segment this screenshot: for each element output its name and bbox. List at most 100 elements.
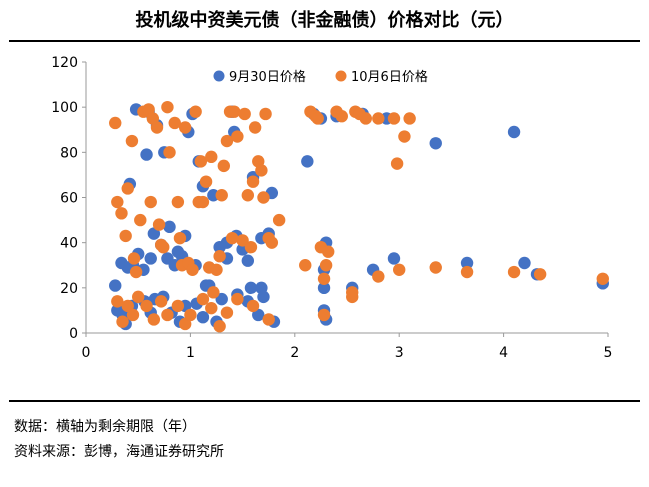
data-point <box>262 313 275 326</box>
data-point <box>178 121 192 134</box>
data-point <box>596 272 609 285</box>
data-point <box>196 310 210 324</box>
data-point <box>317 308 331 322</box>
series-1 <box>109 103 609 331</box>
data-point <box>186 263 199 276</box>
data-point <box>127 252 141 265</box>
data-point <box>403 112 416 125</box>
data-point <box>140 148 153 161</box>
x-tick-label: 4 <box>499 345 508 361</box>
data-point <box>272 213 286 227</box>
data-point <box>132 290 145 304</box>
data-point <box>205 301 218 315</box>
data-point <box>161 100 174 114</box>
data-point <box>109 279 122 292</box>
data-point <box>257 290 270 304</box>
data-point <box>199 175 213 188</box>
data-point <box>189 105 202 118</box>
y-tick-label: 0 <box>69 326 78 342</box>
data-point <box>372 270 385 283</box>
data-point <box>372 112 385 125</box>
data-point <box>161 308 174 322</box>
data-point <box>121 182 134 195</box>
data-point <box>387 252 401 265</box>
axes: 0 20 40 60 80 100 120 0 1 2 3 4 5 <box>51 55 612 361</box>
data-point <box>246 299 260 313</box>
y-tick-label: 40 <box>60 236 78 252</box>
y-tick-label: 100 <box>51 100 78 116</box>
data-point <box>346 286 359 299</box>
y-tick-label: 20 <box>60 281 78 297</box>
data-point <box>144 252 157 265</box>
bottom-rule <box>9 400 640 402</box>
x-tick-label: 2 <box>290 345 299 361</box>
data-point <box>301 155 314 168</box>
data-point <box>231 292 244 306</box>
data-point <box>147 313 161 326</box>
data-point <box>460 256 474 270</box>
data-point <box>215 292 228 306</box>
legend-label-1: 9月30日价格 <box>229 69 306 85</box>
data-point <box>152 218 166 231</box>
data-point <box>173 231 187 245</box>
data-point <box>317 272 331 285</box>
data-point <box>157 240 170 254</box>
data-point <box>213 250 226 263</box>
data-point <box>244 240 258 254</box>
data-point <box>429 137 442 150</box>
data-point <box>317 281 331 295</box>
data-point <box>246 175 260 188</box>
data-point <box>252 308 265 322</box>
data-point <box>196 195 210 209</box>
data-point <box>163 220 176 234</box>
data-point <box>121 299 134 313</box>
data-point <box>129 265 143 279</box>
data-point <box>217 159 231 173</box>
x-tick-label: 1 <box>186 345 195 361</box>
top-rule <box>9 40 640 42</box>
data-point <box>460 265 474 279</box>
chart-title: 投机级中资美元债（非金融债）价格对比（元） <box>135 10 514 31</box>
data-point <box>115 207 128 220</box>
data-point <box>255 164 268 177</box>
data-point <box>154 295 168 308</box>
y-tick-label: 80 <box>60 145 78 161</box>
data-point <box>150 121 164 134</box>
data-point <box>134 213 147 227</box>
data-point <box>244 281 258 295</box>
data-point <box>507 125 521 139</box>
data-point <box>126 308 140 322</box>
data-point <box>387 112 401 125</box>
legend-marker-1 <box>213 70 225 82</box>
data-point <box>168 116 181 130</box>
data-point <box>194 155 208 168</box>
data-point <box>207 286 220 299</box>
legend: 9月30日价格 10月6日价格 <box>213 69 428 85</box>
data-point <box>429 261 442 274</box>
data-point <box>144 195 157 209</box>
y-tick-label: 120 <box>51 55 78 71</box>
data-point <box>140 299 153 313</box>
note-source: 资料来源：彭博，海通证券研究所 <box>14 444 224 460</box>
legend-marker-2 <box>335 70 347 82</box>
data-point <box>359 112 372 125</box>
legend-label-2: 10月6日价格 <box>351 69 428 85</box>
note-axis: 数据：横轴为剩余期限（年） <box>14 419 196 435</box>
y-tick-label: 60 <box>60 191 78 207</box>
data-points <box>109 100 609 333</box>
data-point <box>241 254 255 267</box>
data-point <box>111 195 124 209</box>
data-point <box>210 263 223 276</box>
data-point <box>299 259 312 272</box>
data-point <box>178 317 192 331</box>
data-point <box>171 245 185 258</box>
data-point <box>257 191 270 204</box>
x-tick-label: 0 <box>82 345 91 361</box>
data-point <box>238 107 251 121</box>
data-point <box>220 306 234 319</box>
data-point <box>215 189 228 202</box>
data-point <box>507 265 521 279</box>
data-point <box>248 121 262 134</box>
data-point <box>109 116 122 130</box>
